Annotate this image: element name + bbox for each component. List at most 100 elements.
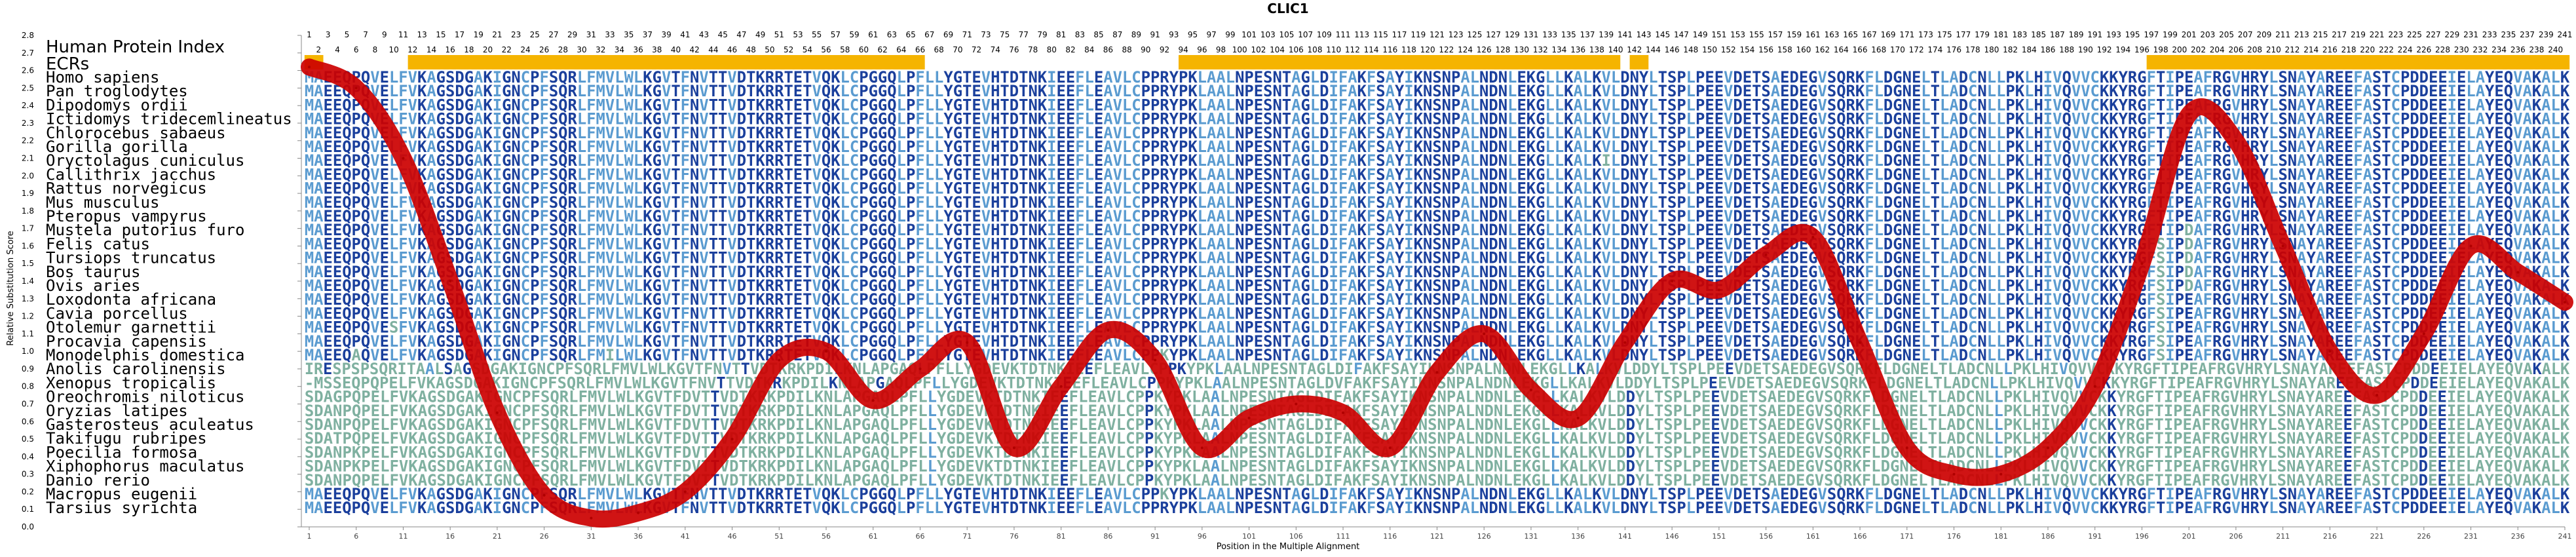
top-position-number: 233 [2482, 30, 2497, 39]
top-position-number: 215 [2313, 30, 2328, 39]
species-sequence: MAEEQPQVELFVKAGSDGAKIGNCPFSQRLFMVLWLKGVT… [305, 193, 2570, 212]
score-point [1671, 280, 1674, 282]
top-position-number: 23 [511, 30, 521, 39]
top-position-number: 123 [1449, 30, 1464, 39]
x-tick-label: 181 [1994, 532, 2008, 541]
score-point [637, 511, 640, 514]
top-position-number: 2 [316, 45, 322, 54]
chart-title: CLIC1 [1267, 1, 1308, 16]
top-position-number: 186 [2041, 45, 2056, 54]
top-position-number: 172 [1909, 45, 1924, 54]
score-point [2328, 350, 2332, 353]
top-position-number: 56 [821, 45, 831, 54]
top-position-number: 192 [2097, 45, 2112, 54]
species-sequence: MAEEQPQVELFVKAGSDGAKIGNCPFSQRLFMVLWLKGVT… [305, 277, 2570, 295]
top-position-number: 16 [445, 45, 455, 54]
top-position-number: 120 [1420, 45, 1435, 54]
top-position-number: 25 [530, 30, 540, 39]
species-sequence: MAEEQPQVELFVKAGSDGAKIGNCPFSQRLFMVLWLKGVT… [305, 82, 2570, 100]
species-sequence: SDANPKPELFVKAGSDGAKIGNCPFSQRLFMVLWLKGVTF… [305, 443, 2570, 461]
top-position-number: 96 [1197, 45, 1207, 54]
score-point [402, 157, 405, 160]
x-axis-label: Position in the Multiple Alignment [1217, 542, 1360, 552]
top-position-number: 82 [1065, 45, 1075, 54]
top-position-number: 18 [464, 45, 474, 54]
x-tick-label: 106 [1289, 532, 1303, 541]
top-position-number: 110 [1326, 45, 1341, 54]
top-position-number: 84 [1084, 45, 1094, 54]
score-point [1483, 332, 1486, 336]
top-position-number: 85 [1093, 30, 1103, 39]
top-position-number: 143 [1637, 30, 1652, 39]
score-point [2234, 139, 2237, 142]
top-position-number: 8 [373, 45, 378, 54]
top-position-number: 113 [1354, 30, 1369, 39]
top-position-number: 89 [1131, 30, 1141, 39]
score-point [2140, 262, 2144, 265]
top-position-number: 225 [2407, 30, 2422, 39]
top-position-number: 189 [2069, 30, 2084, 39]
top-position-number: 53 [793, 30, 803, 39]
top-position-number: 3 [326, 30, 331, 39]
top-position-number: 171 [1899, 30, 1914, 39]
top-position-number: 117 [1392, 30, 1407, 39]
top-position-number: 65 [905, 30, 915, 39]
score-line-layer [301, 58, 2573, 528]
x-tick-label: 11 [398, 532, 407, 541]
top-position-number: 107 [1298, 30, 1313, 39]
species-sequence: MAEEQPQVELFVKAGSDGAKIGNCPFSQRLFMVLWLKGVT… [305, 138, 2570, 156]
top-position-number: 116 [1382, 45, 1397, 54]
top-position-number: 228 [2435, 45, 2450, 54]
y-tick-label: 2.8 [22, 31, 34, 40]
x-tick-label: 31 [586, 532, 596, 541]
species-sequence: MAEEQPQVELFVKAGSDGAKIGNCPFSQRLFMVLWLKGVT… [305, 165, 2570, 183]
species-name: Ovis aries [46, 277, 141, 295]
top-position-number: 62 [877, 45, 887, 54]
top-position-number: 212 [2285, 45, 2300, 54]
top-position-number: 6 [354, 45, 359, 54]
top-position-number: 70 [953, 45, 962, 54]
top-position-number: 146 [1665, 45, 1680, 54]
top-position-number: 187 [2050, 30, 2065, 39]
top-position-number: 140 [1608, 45, 1623, 54]
top-position-number: 188 [2059, 45, 2074, 54]
top-position-number: 9 [382, 30, 387, 39]
score-point [1342, 411, 1345, 414]
top-position-numbers: 1 3 5 7 9 11 13 15 17 19 21 23 25 27 29 31 33 35 37 39 41 43 4… [307, 30, 2572, 54]
species-sequence: MAEEQPQVELFVKAGSDGAKIGNCPFSQRLFMVLWLKGVT… [305, 68, 2570, 86]
top-position-number: 205 [2219, 30, 2234, 39]
top-position-number: 224 [2398, 45, 2413, 54]
y-tick-label: 0.9 [22, 364, 34, 374]
y-tick-label: 1.4 [22, 277, 34, 286]
top-position-number: 148 [1683, 45, 1698, 54]
top-position-number: 17 [455, 30, 464, 39]
y-tick-label: 1.7 [22, 224, 34, 233]
top-position-number: 108 [1308, 45, 1323, 54]
top-position-number: 174 [1927, 45, 1942, 54]
top-position-number: 76 [1009, 45, 1019, 54]
top-position-number: 239 [2539, 30, 2554, 39]
top-position-number: 139 [1599, 30, 1614, 39]
top-position-number: 81 [1056, 30, 1066, 39]
header-label: Human Protein Index [46, 37, 225, 57]
top-position-number: 194 [2115, 45, 2131, 54]
x-tick-label: 121 [1430, 532, 1444, 541]
y-tick-label: 0.2 [22, 487, 34, 496]
top-position-number: 67 [924, 30, 934, 39]
species-sequence: MAEEQPQVELFVKAGSDGAKIGNCPFSQRLFMVLWLKGVT… [305, 180, 2570, 198]
top-position-number: 211 [2275, 30, 2290, 39]
x-tick-label: 116 [1383, 532, 1397, 541]
x-tick-label: 146 [1665, 532, 1679, 541]
species-name: Homo sapiens [46, 68, 159, 86]
top-position-number: 66 [915, 45, 925, 54]
x-tick-label: 81 [1057, 532, 1066, 541]
top-position-number: 27 [548, 30, 558, 39]
top-position-number: 241 [2558, 30, 2573, 39]
top-position-number: 159 [1787, 30, 1802, 39]
top-position-number: 198 [2153, 45, 2169, 54]
score-point [1529, 389, 1532, 392]
ecr-label: ECRs [46, 54, 89, 74]
score-point [871, 399, 875, 402]
top-position-number: 21 [492, 30, 502, 39]
